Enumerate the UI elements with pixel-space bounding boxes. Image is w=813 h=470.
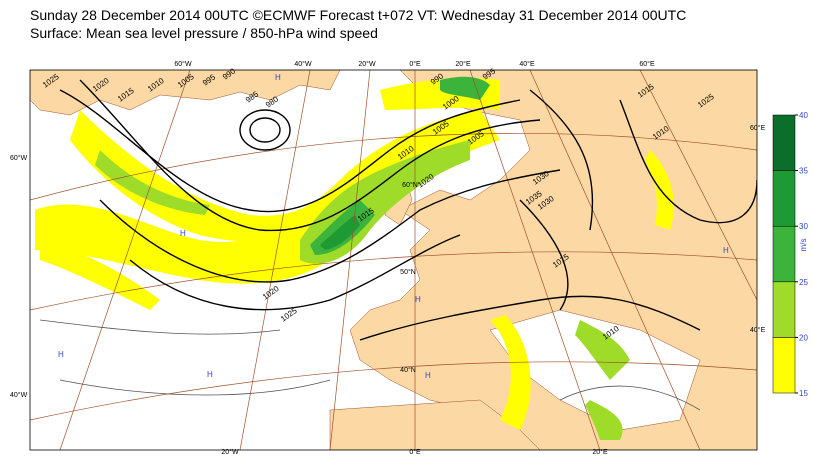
graticule-label: 60°W	[174, 60, 192, 68]
graticule-label: 50°N	[400, 268, 416, 276]
graticule-label: 40°N	[400, 366, 416, 374]
colorbar-tick-label: 40	[799, 111, 808, 120]
colorbar-band	[772, 114, 796, 171]
graticule-label: 60°E	[750, 124, 766, 132]
graticule-label: 40°W	[10, 391, 28, 399]
pressure-centre: H	[723, 246, 729, 255]
pressure-centre: H	[425, 371, 431, 380]
pressure-centre: H	[275, 73, 281, 82]
colorbar-tick-label: 35	[799, 167, 808, 176]
graticule-label: 0°E	[409, 60, 421, 68]
graticule-label: 20°E	[455, 60, 471, 68]
pressure-centre: H	[180, 229, 186, 238]
colorbar-band	[772, 225, 796, 283]
colorbar-band	[772, 170, 796, 227]
graticule-label: 40°W	[294, 60, 312, 68]
graticule-label: 20°W	[358, 60, 376, 68]
colorbar: 15 20 25 30 35 40 m/s	[772, 111, 808, 398]
graticule-label: 60°N	[402, 181, 418, 189]
graticule-label: 60°E	[639, 60, 655, 68]
colorbar-band	[772, 281, 796, 338]
map-frame	[29, 69, 758, 451]
pressure-centre: H	[58, 350, 64, 359]
graticule-label: 40°E	[519, 60, 535, 68]
colorbar-band	[772, 337, 796, 394]
pressure-centre: H	[415, 295, 421, 304]
colorbar-tick-label: 20	[799, 333, 808, 342]
title: Sunday 28 December 2014 00UTC ©ECMWF For…	[30, 7, 686, 23]
graticule-label: 20°W	[221, 448, 239, 456]
graticule-label: 60°W	[10, 154, 28, 162]
colorbar-tick-label: 25	[799, 278, 808, 287]
pressure-centre: H	[207, 370, 213, 379]
colorbar-tick-label: 15	[799, 389, 808, 398]
graticule-label: 20°E	[592, 448, 608, 456]
graticule-label: 0°E	[409, 448, 421, 456]
map	[30, 70, 757, 450]
colorbar-tick-label: 30	[799, 222, 808, 231]
subtitle: Surface: Mean sea level pressure / 850-h…	[30, 25, 378, 41]
graticule-label: 40°E	[750, 326, 766, 334]
colorbar-unit: m/s	[799, 239, 808, 252]
